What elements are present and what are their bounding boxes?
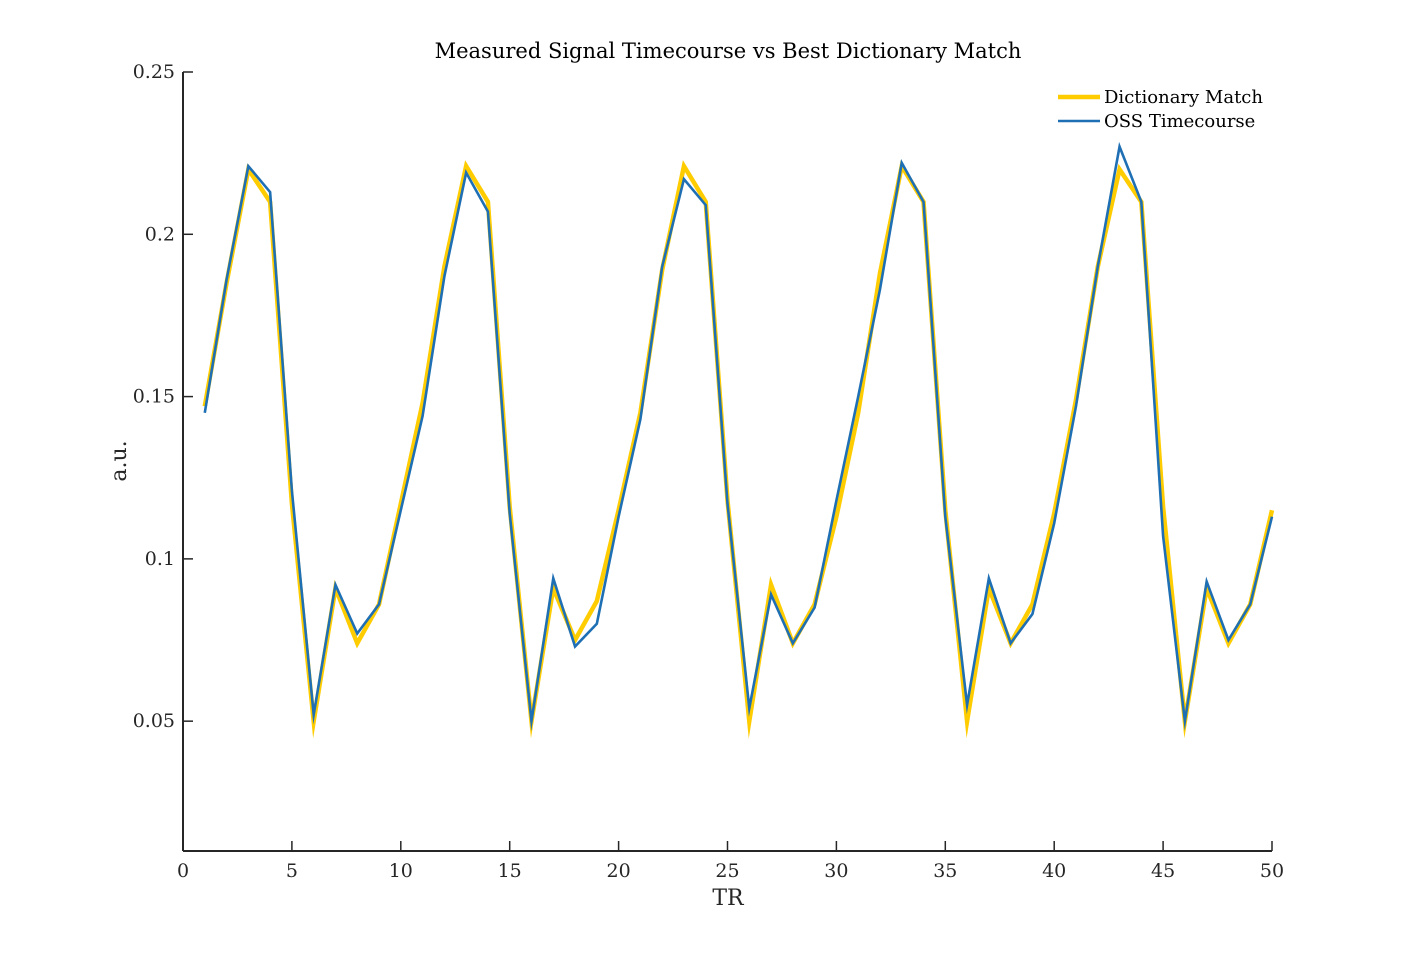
y-tick-label: 0.15 [133,386,175,408]
y-tick-label: 0.05 [133,710,175,732]
x-tick-label: 20 [607,860,631,882]
y-tick-label: 0.1 [145,548,175,570]
series-lines [202,141,1275,739]
x-tick-label: 35 [933,860,957,882]
x-tick-label: 10 [389,860,413,882]
series-line-dictionary-match [202,160,1275,739]
x-tick-label: 45 [1151,860,1175,882]
x-tick-label: 40 [1042,860,1066,882]
legend: Dictionary Match OSS Timecourse [1058,87,1263,132]
x-tick-label: 25 [715,860,739,882]
chart-title: Measured Signal Timecourse vs Best Dicti… [435,39,1022,63]
legend-label: OSS Timecourse [1104,111,1255,132]
series-line-oss-timecourse [203,141,1274,732]
x-tick-label: 15 [498,860,522,882]
x-axis-title: TR [712,886,745,911]
legend-label: Dictionary Match [1104,87,1263,108]
y-tick-label: 0.2 [145,223,175,245]
x-tick-label: 5 [286,860,298,882]
y-tick-label: 0.25 [133,61,175,83]
x-tick-label: 50 [1260,860,1284,882]
y-axis-title: a.u. [107,440,132,481]
x-tick-label: 0 [177,860,189,882]
axes: 0 5 10 15 20 25 30 35 40 45 50 0.05 0.1 0.15 0.2 0.25 [133,61,1284,882]
x-tick-label: 30 [824,860,848,882]
